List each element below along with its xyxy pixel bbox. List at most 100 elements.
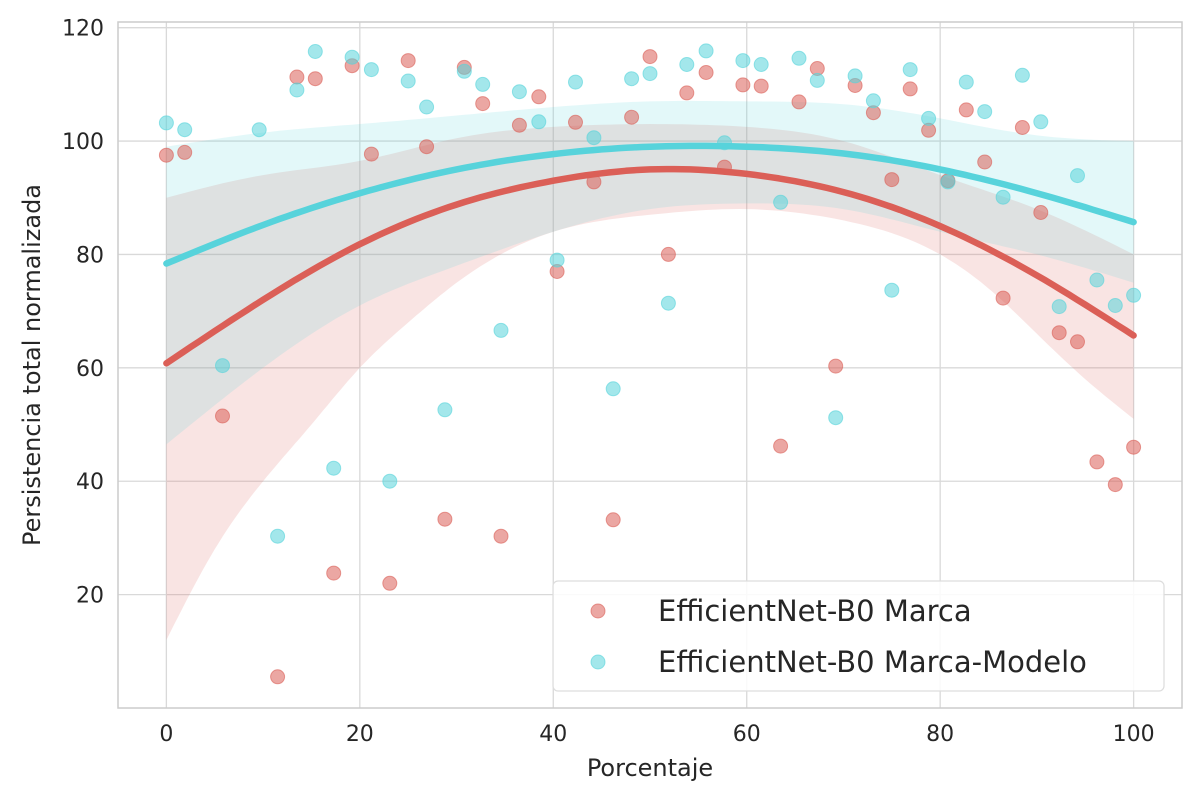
scatter-point-0 — [475, 96, 491, 112]
scatter-point-1 — [809, 72, 825, 88]
scatter-point-1 — [270, 528, 286, 544]
scatter-point-1 — [753, 57, 769, 72]
x-tick-label: 40 — [539, 722, 567, 747]
scatter-point-0 — [289, 69, 305, 85]
scatter-point-1 — [679, 57, 695, 72]
scatter-point-1 — [958, 74, 974, 90]
scatter-point-0 — [698, 65, 714, 80]
scatter-point-0 — [642, 49, 658, 65]
fit-curves — [163, 142, 1137, 367]
scatter-point-0 — [419, 139, 435, 155]
scatter-point-1 — [586, 130, 602, 146]
scatter-point-0 — [363, 146, 379, 162]
scatter-point-0 — [624, 109, 640, 125]
scatter-point-0 — [568, 114, 583, 130]
plot-frame — [117, 21, 1183, 709]
scatter-point-1 — [344, 49, 360, 65]
y-tick-labels: 20 40 60 80 100 120 — [62, 17, 104, 609]
scatter-point-0 — [791, 94, 807, 110]
scatter-point-1 — [289, 82, 305, 98]
scatter-point-0 — [884, 172, 900, 188]
scatter-point-1 — [215, 358, 230, 374]
legend: EfficientNet-B0 Marca EfficientNet-B0 Ma… — [552, 580, 1165, 692]
scatter-point-1 — [307, 44, 323, 59]
scatter-point-0 — [158, 147, 174, 163]
scatter-point-0 — [958, 102, 974, 118]
scatter-point-1 — [865, 93, 881, 109]
scatter-point-0 — [679, 85, 695, 101]
scatter-point-0 — [307, 71, 323, 87]
scatter-point-1 — [660, 295, 676, 311]
scatter-point-1 — [791, 50, 807, 66]
legend-label-marca-modelo: EfficientNet-B0 Marca-Modelo — [658, 645, 1087, 679]
x-tick-label: 60 — [733, 722, 761, 747]
scatter-point-1 — [158, 115, 174, 131]
scatter-point-0 — [1051, 325, 1067, 341]
x-tick-labels: 0 20 40 60 80 100 — [159, 722, 1154, 747]
scatter-point-0 — [382, 575, 398, 591]
scatter-point-0 — [1107, 477, 1123, 493]
scatter-point-1 — [995, 189, 1011, 205]
y-tick-label: 40 — [76, 470, 104, 495]
legend-marker-marca-modelo — [590, 654, 606, 670]
scatter-point-1 — [251, 122, 267, 138]
scatter-point-1 — [475, 76, 491, 92]
scatter-point-1 — [419, 99, 435, 115]
scatter-point-1 — [382, 473, 398, 489]
x-axis-label: Porcentaje — [587, 754, 713, 782]
scatter-point-1 — [940, 174, 956, 190]
scatter-point-1 — [698, 43, 714, 59]
scatter-point-0 — [828, 358, 844, 374]
scatter-point-1 — [977, 104, 993, 120]
scatter-point-1 — [902, 62, 918, 78]
scatter-point-0 — [400, 53, 416, 69]
scatter-point-0 — [493, 528, 509, 544]
x-tick-label: 0 — [159, 722, 173, 747]
scatter-point-1 — [1126, 287, 1142, 303]
scatter-point-0 — [531, 89, 547, 105]
scatter-point-0 — [326, 565, 342, 581]
fit-curve-0 — [163, 165, 1137, 367]
scatter-point-0 — [735, 77, 751, 93]
scatter-point-0 — [605, 512, 621, 528]
confidence-band-0 — [166, 124, 1134, 640]
scatter-point-0 — [977, 154, 993, 170]
scatter-point-1 — [624, 71, 640, 87]
scatter-point-1 — [605, 381, 621, 397]
scatter-point-1 — [549, 252, 565, 268]
scatter-point-0 — [753, 78, 769, 94]
scatter-point-1 — [511, 84, 527, 100]
scatter-point-1 — [1051, 299, 1067, 315]
scatter-point-1 — [828, 410, 844, 426]
legend-marker-marca — [590, 603, 606, 619]
scatter-point-1 — [773, 194, 789, 210]
scatter-points — [158, 43, 1142, 685]
scatter-point-0 — [902, 81, 918, 97]
scatter-point-0 — [1126, 439, 1142, 455]
scatter-point-0 — [1014, 120, 1030, 135]
scatter-point-1 — [531, 114, 547, 130]
scatter-point-1 — [400, 73, 416, 89]
y-tick-label: 80 — [76, 243, 104, 268]
scatter-point-0 — [773, 438, 789, 454]
scatter-point-0 — [177, 144, 193, 160]
scatter-point-1 — [921, 110, 937, 126]
scatter-point-0 — [511, 117, 527, 133]
scatter-point-1 — [326, 460, 342, 476]
scatter-point-0 — [437, 511, 453, 527]
y-tick-label: 120 — [62, 17, 104, 42]
scatter-point-1 — [363, 62, 379, 78]
scatter-point-1 — [1089, 272, 1105, 288]
x-tick-label: 100 — [1113, 722, 1155, 747]
scatter-point-1 — [568, 74, 583, 90]
scatter-point-0 — [1089, 454, 1105, 470]
scatter-point-1 — [1014, 67, 1030, 83]
y-tick-label: 60 — [76, 357, 104, 382]
x-tick-label: 20 — [346, 722, 374, 747]
scatter-point-0 — [1033, 205, 1049, 220]
y-axis-label: Persistencia total normalizada — [18, 184, 46, 546]
scatter-point-1 — [177, 122, 193, 138]
y-tick-label: 20 — [76, 584, 104, 609]
scatter-point-0 — [995, 290, 1011, 306]
legend-box — [552, 580, 1165, 692]
